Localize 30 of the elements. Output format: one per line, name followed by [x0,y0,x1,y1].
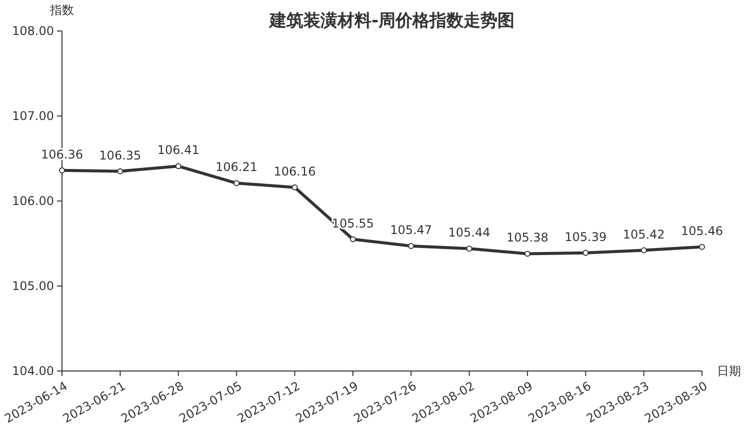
data-label: 105.47 [390,223,432,238]
point [640,247,647,254]
data-label: 105.42 [622,227,665,242]
point [350,236,356,242]
data-label: 105.44 [448,226,490,240]
x-axis-title: 日期 [717,364,741,378]
data-label: 105.39 [564,230,607,244]
data-label: 106.21 [216,160,258,174]
point [175,163,182,170]
data-label: 106.35 [99,148,142,162]
point [466,246,472,252]
point [117,168,124,174]
data-label: 106.41 [157,143,200,158]
y-axis-title: 指数 [49,3,74,17]
point [59,167,65,174]
data-label: 105.38 [506,230,548,245]
y-tick-label: 105.00 [12,279,54,294]
y-tick-label: 106.00 [12,194,54,208]
point [699,244,705,250]
point [524,250,530,257]
point [408,243,414,250]
y-tick-label: 104.00 [12,364,54,378]
point [292,184,298,190]
data-label: 106.16 [274,164,316,178]
chart-title: 建筑装潢材料-周价格指数走势图 [267,11,515,31]
y-tick-label: 107.00 [12,109,54,124]
point [234,180,240,186]
data-label: 105.46 [681,224,723,238]
point [582,250,589,256]
y-tick-label: 108.00 [12,24,54,38]
